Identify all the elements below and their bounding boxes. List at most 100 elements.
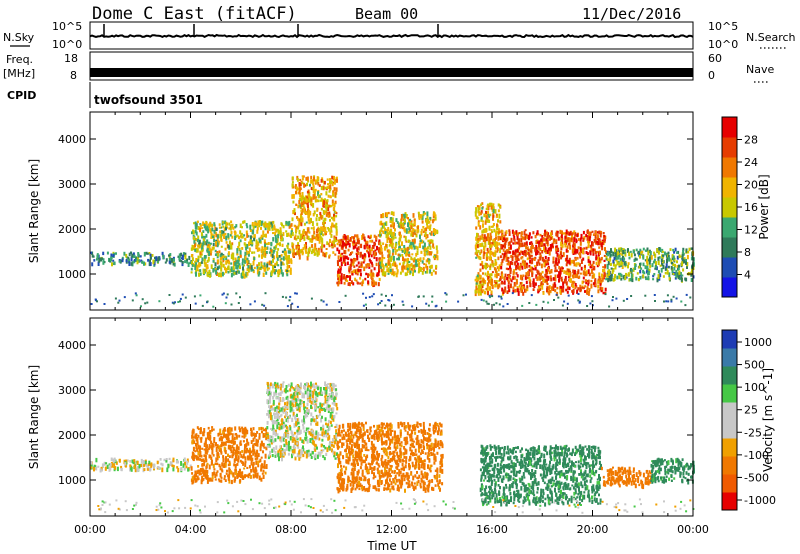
echo-cell [521, 242, 524, 248]
echo-cell [224, 255, 227, 258]
echo-cell [597, 284, 600, 289]
echo-cell [645, 277, 648, 281]
echo-cell [525, 245, 528, 250]
echo-cell [614, 252, 617, 257]
echo-cell [368, 236, 371, 239]
echo-cell [276, 415, 279, 419]
echo-cell [382, 224, 385, 229]
echo-cell [197, 465, 200, 468]
echo-cell [281, 223, 283, 227]
echo-cell [546, 286, 549, 289]
echo-cell [315, 217, 318, 222]
echo-cell [256, 475, 259, 479]
echo-cell [366, 263, 369, 266]
echo-cell [199, 251, 202, 255]
echo-cell [149, 259, 151, 262]
echo-cell [627, 248, 629, 253]
echo-cell [386, 249, 389, 253]
echo-cell [251, 449, 254, 453]
echo-cell [610, 267, 613, 270]
echo-cell [514, 251, 517, 256]
echo-cell [263, 268, 266, 272]
echo-cell [520, 237, 523, 243]
echo-cell [398, 232, 401, 236]
echo-cell [582, 270, 585, 276]
echo-cell [277, 273, 280, 278]
echo-cell [333, 451, 336, 457]
echo-cell [587, 242, 590, 246]
echo-cell [515, 267, 517, 271]
echo-cell [552, 286, 555, 291]
echo-cell [499, 248, 502, 254]
echo-cell [133, 464, 136, 469]
echo-cell [225, 260, 228, 265]
echo-cell [520, 250, 523, 254]
echo-cell [210, 440, 213, 444]
echo-cell [546, 269, 548, 275]
echo-cell [319, 234, 322, 239]
echo-cell [237, 302, 240, 304]
echo-cell [480, 287, 483, 292]
echo-cell [234, 433, 237, 436]
echo-cell [293, 224, 296, 227]
echo-cell [110, 461, 113, 465]
echo-cell [280, 266, 282, 271]
echo-cell [276, 424, 279, 430]
echo-cell [386, 229, 388, 233]
echo-cell [475, 215, 478, 220]
echo-cell [587, 279, 590, 284]
echo-cell [639, 248, 642, 254]
echo-cell [574, 285, 577, 290]
echo-cell [424, 271, 427, 274]
echo-cell [589, 302, 592, 305]
echo-cell [493, 267, 496, 271]
echo-cell [311, 418, 314, 422]
echo-cell [601, 241, 604, 246]
echo-cell [218, 456, 220, 459]
echo-cell [634, 265, 637, 270]
echo-cell [205, 465, 208, 470]
echo-cell [426, 246, 429, 250]
echo-cell [373, 267, 376, 271]
echo-cell [482, 220, 484, 223]
echo-cell [417, 263, 420, 268]
echo-cell [308, 246, 311, 252]
echo-cell [248, 247, 251, 252]
echo-cell [399, 224, 402, 229]
echo-cell [314, 399, 317, 403]
echo-cell [297, 191, 300, 195]
echo-cell [132, 252, 135, 258]
echo-cell [401, 266, 404, 271]
echo-cell [541, 241, 544, 246]
echo-cell [273, 246, 276, 249]
echo-cell [572, 269, 575, 274]
echo-cell [501, 246, 504, 249]
cpid-value: twofsound 3501 [94, 93, 203, 107]
echo-cell [236, 234, 239, 237]
echo-cell [582, 257, 585, 261]
echo-cell [559, 270, 562, 275]
echo-cell [197, 451, 200, 456]
echo-cell [234, 452, 237, 455]
echo-cell [310, 412, 313, 417]
echo-cell [168, 260, 171, 264]
echo-cell [664, 266, 667, 271]
echo-cell [322, 455, 325, 458]
echo-cell [260, 477, 263, 482]
echo-cell [538, 243, 540, 248]
echo-cell [582, 276, 585, 280]
echo-cell [237, 259, 239, 264]
echo-cell [241, 258, 244, 263]
echo-cell [295, 226, 298, 229]
echo-cell [557, 296, 560, 299]
echo-cell [491, 284, 494, 289]
echo-cell [394, 236, 397, 239]
echo-cell [239, 230, 242, 235]
echo-cell [481, 202, 484, 205]
echo-cell [569, 237, 572, 242]
echo-cell [493, 280, 496, 284]
echo-cell [405, 229, 408, 234]
cpid-label: CPID [7, 89, 36, 102]
echo-cell [273, 255, 276, 260]
echo-cell [225, 256, 228, 260]
